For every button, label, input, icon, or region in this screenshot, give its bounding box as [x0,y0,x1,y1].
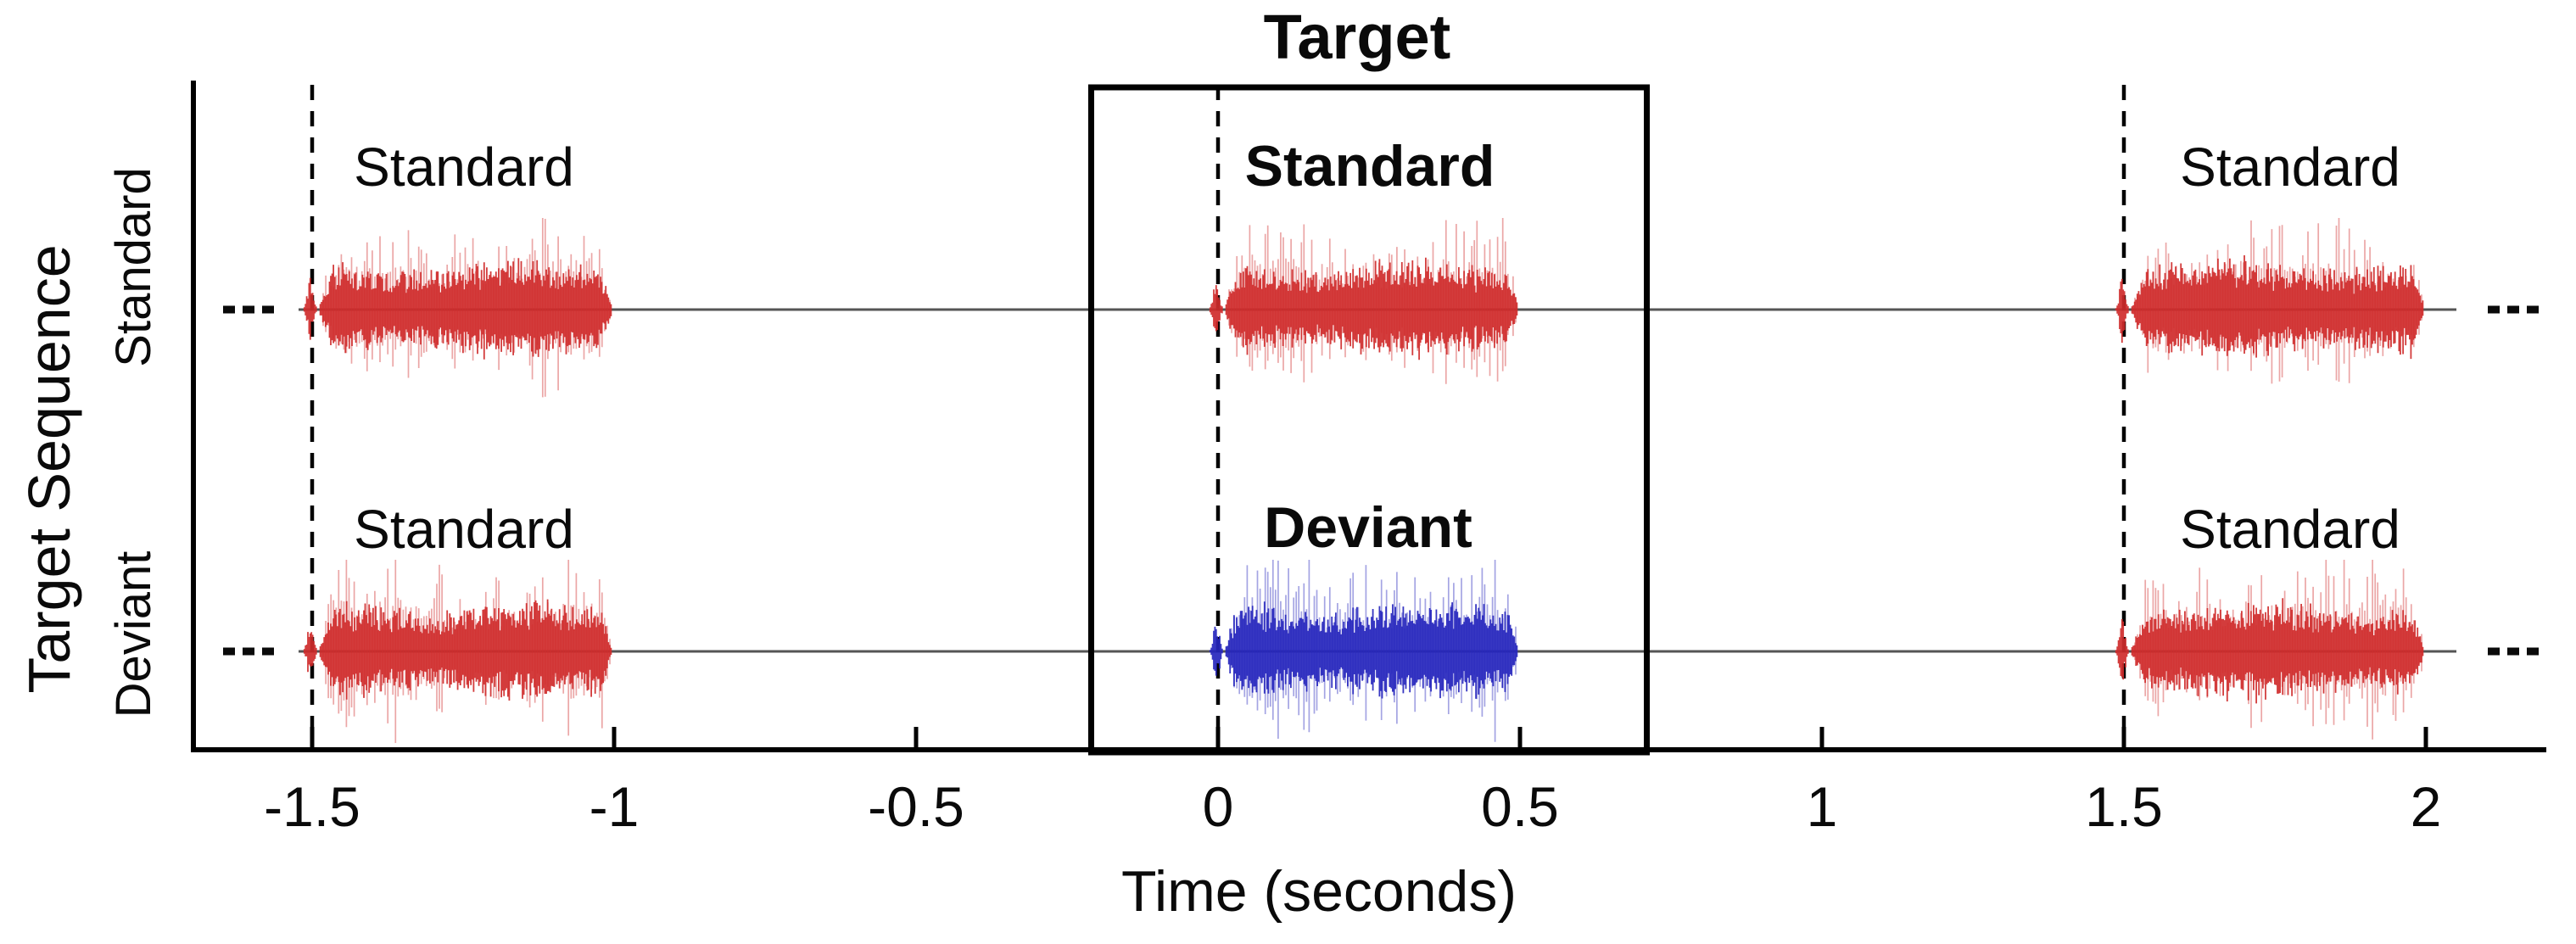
x-tick-label: -1.5 [264,775,360,838]
x-tick-label: 1.5 [2085,775,2163,838]
target-window-title: Target [1263,2,1451,72]
waveform-core [303,258,612,360]
waveform-standard-tone [2115,218,2424,384]
row-label-deviant-sequence: Deviant [106,550,161,718]
x-tick-label: -1 [590,775,640,838]
ellipsis-dot [223,305,235,314]
x-tick-label: 0 [1203,775,1234,838]
continuation-ellipsis [2488,305,2539,314]
x-tick-label: 2 [2411,775,2442,838]
ellipsis-dot [243,647,254,656]
ellipsis-dot [223,647,235,656]
continuation-ellipsis [223,647,274,656]
ellipsis-dot [262,305,274,314]
x-tick-label: 0.5 [1481,775,1559,838]
waveform-core [2115,255,2424,360]
ellipsis-dot [2488,305,2500,314]
waveform-core [303,599,612,701]
x-tick-label: -0.5 [868,775,964,838]
ellipsis-dot [243,305,254,314]
stimulus-label-row1-target: Standard [1244,134,1495,198]
ellipsis-dot [2527,647,2539,656]
ellipsis-dot [2507,647,2519,656]
waveform-standard-tone [1209,218,1518,384]
stimulus-label-row2-post: Standard [2180,499,2400,560]
waveform-standard-tone [303,560,612,743]
waveform-deviant-tone [1209,560,1518,742]
waveform-standard-tone [303,218,612,398]
stimulus-label-row1-pre: Standard [354,137,574,198]
continuation-ellipsis [223,305,274,314]
ellipsis-dot [2507,305,2519,314]
ellipsis-dot [2527,305,2539,314]
row-label-standard-sequence: Standard [106,167,161,367]
x-tick-label: 1 [1807,775,1838,838]
ellipsis-dot [2488,647,2500,656]
stimulus-label-row1-post: Standard [2180,137,2400,198]
y-axis-label: Target Sequence [16,244,82,694]
waveform-core [2115,598,2424,704]
stimulus-label-row2-target: Deviant [1264,495,1472,560]
continuation-ellipsis [2488,647,2539,656]
x-axis-label: Time (seconds) [1120,859,1517,924]
ellipsis-dot [262,647,274,656]
waveform-core [1209,257,1518,360]
waveform-core [1209,601,1518,699]
waveform-standard-tone [2115,560,2424,740]
stimulus-label-row2-pre: Standard [354,499,574,560]
